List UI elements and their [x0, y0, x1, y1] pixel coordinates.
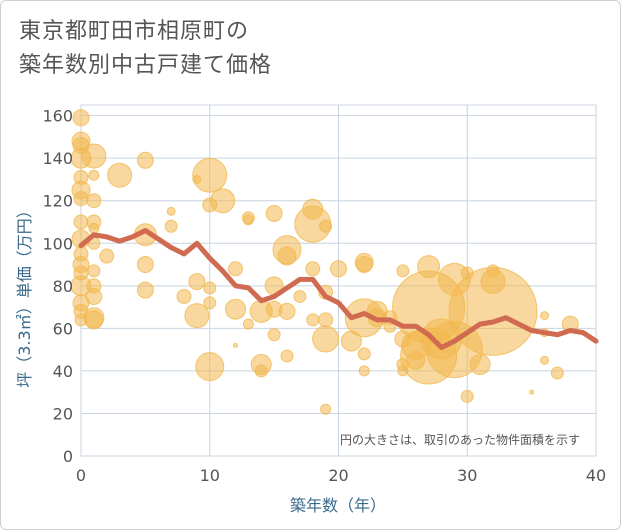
- bubble-point: [184, 303, 210, 329]
- bubble-point: [460, 389, 474, 403]
- bubble-point: [84, 310, 104, 330]
- y-tick-label: 160: [42, 107, 73, 126]
- bubble-point: [86, 193, 102, 209]
- x-tick-label: 10: [200, 466, 220, 485]
- y-tick-label: 120: [42, 192, 73, 211]
- x-tick-label: 20: [328, 466, 348, 485]
- bubble-point: [73, 191, 89, 207]
- bubble-point: [233, 342, 238, 348]
- bubble-point: [330, 260, 347, 278]
- x-tick-label: 40: [586, 466, 606, 485]
- y-tick-labels: 0 20 40 60 80 100 120 140 160: [42, 107, 73, 466]
- bubble-point: [210, 188, 236, 214]
- bubble-point: [203, 281, 217, 295]
- bubble-point: [164, 219, 178, 233]
- bubble-point: [242, 318, 254, 330]
- x-tick-labels: 0 10 20 30 40: [76, 466, 606, 485]
- bubble-point: [107, 162, 133, 188]
- bubble-point: [540, 311, 549, 321]
- bubble-point: [188, 273, 206, 291]
- bubble-point: [195, 352, 225, 382]
- x-tick-label: 0: [76, 466, 86, 485]
- bubble-point: [176, 288, 192, 304]
- x-tick-label: 30: [457, 466, 477, 485]
- y-tick-label: 80: [53, 277, 73, 296]
- bubble-point: [480, 269, 506, 295]
- bubble-point: [73, 214, 89, 230]
- bubble-point: [228, 261, 243, 277]
- bubble-point: [278, 302, 296, 320]
- bubble-point: [280, 349, 294, 363]
- bubble-point: [203, 296, 217, 310]
- bubble-point: [540, 355, 549, 365]
- bubble-point: [529, 389, 535, 395]
- bubble-point: [318, 312, 334, 328]
- bubble-point: [312, 325, 340, 353]
- bubble-point: [305, 261, 321, 277]
- bubble-point: [166, 206, 176, 216]
- bubble-point: [358, 365, 370, 377]
- y-tick-label: 20: [53, 404, 73, 423]
- bubble-point: [355, 256, 373, 274]
- y-tick-label: 140: [42, 149, 73, 168]
- bubble-point: [357, 347, 371, 361]
- bubble-point: [136, 256, 154, 274]
- bubble-point: [254, 364, 268, 378]
- y-axis-label: 坪（3.3㎡）単価（万円）: [15, 202, 34, 387]
- bubble-point: [136, 151, 154, 169]
- bubble-point: [320, 403, 332, 415]
- bubble-point: [242, 214, 254, 226]
- bubble-point: [192, 157, 228, 193]
- x-axis-label: 築年数（年）: [290, 496, 386, 515]
- gridlines: [80, 105, 597, 457]
- bubbles: [70, 109, 579, 415]
- y-tick-label: 100: [42, 234, 73, 253]
- bubble-point: [88, 169, 100, 181]
- bubble-point: [88, 222, 100, 234]
- size-note: 円の大きさは、取引のあった物件面積を示す: [340, 432, 580, 447]
- y-tick-label: 60: [53, 319, 73, 338]
- bubble-point: [306, 313, 320, 327]
- bubble-point: [265, 204, 283, 222]
- bubble-point: [396, 264, 410, 278]
- bubble-point: [469, 354, 491, 376]
- bubble-point: [136, 281, 154, 299]
- bubble-point: [550, 366, 564, 380]
- bubble-point: [225, 298, 246, 320]
- bubble-point: [99, 248, 115, 264]
- bubble-point: [448, 266, 538, 356]
- bubble-point: [81, 143, 107, 169]
- y-tick-label: 40: [53, 362, 73, 381]
- bubble-point: [72, 109, 90, 127]
- bubble-point: [319, 219, 333, 233]
- bubble-point: [87, 264, 101, 278]
- chart-title-line2: 築年数別中古戸建て価格: [19, 53, 273, 78]
- trend-line: [78, 228, 599, 350]
- bubble-point: [277, 246, 297, 266]
- chart-title-line1: 東京都町田市相原町の: [19, 19, 250, 44]
- y-tick-label: 0: [63, 447, 73, 466]
- chart-title: 東京都町田市相原町の 築年数別中古戸建て価格: [19, 15, 272, 83]
- bubble-point: [85, 287, 103, 305]
- bubble-point: [293, 289, 307, 303]
- bubble-point: [267, 328, 281, 342]
